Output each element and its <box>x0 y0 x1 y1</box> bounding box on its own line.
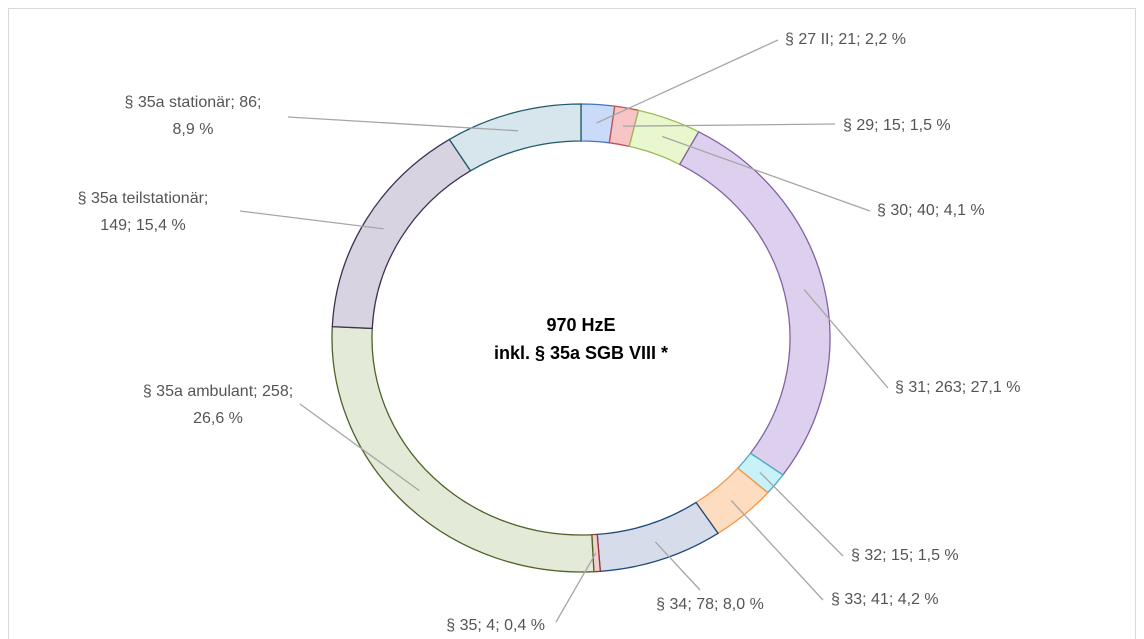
leader-line <box>596 39 779 124</box>
donut-segment <box>331 138 472 330</box>
data-label: 8,9 % <box>173 121 214 138</box>
data-label: § 27 II; 21; 2,2 % <box>785 31 906 48</box>
data-label: § 33; 41; 4,2 % <box>831 591 939 608</box>
leader-line <box>287 116 519 132</box>
data-label: § 35a stationär; 86; <box>125 94 262 111</box>
chart-border <box>8 8 1136 639</box>
donut-segment <box>331 325 595 573</box>
leader-line <box>239 210 384 230</box>
donut-segment <box>678 130 831 476</box>
center-text: 970 HzE <box>546 315 615 335</box>
data-label: § 35a ambulant; 258; <box>143 383 293 400</box>
leader-line <box>759 471 844 557</box>
data-label: 26,6 % <box>193 410 243 427</box>
data-label: § 31; 263; 27,1 % <box>895 379 1020 396</box>
leader-line <box>803 289 889 389</box>
leader-line <box>654 541 701 591</box>
leader-line <box>662 135 871 212</box>
donut-segment <box>596 501 720 572</box>
data-label: § 32; 15; 1,5 % <box>851 547 959 564</box>
data-label: § 35; 4; 0,4 % <box>446 617 545 634</box>
leader-line <box>555 552 597 623</box>
center-text: inkl. § 35a SGB VIII * <box>494 343 668 363</box>
data-label: § 30; 40; 4,1 % <box>877 202 985 219</box>
leader-line <box>299 403 420 492</box>
data-label: § 29; 15; 1,5 % <box>843 117 951 134</box>
data-label: § 34; 78; 8,0 % <box>656 596 764 613</box>
data-label: § 35a teilstationär; <box>78 190 209 207</box>
leader-line <box>623 123 836 127</box>
data-label: 149; 15,4 % <box>100 217 185 234</box>
donut-segment <box>448 103 582 172</box>
leader-line <box>730 500 824 601</box>
